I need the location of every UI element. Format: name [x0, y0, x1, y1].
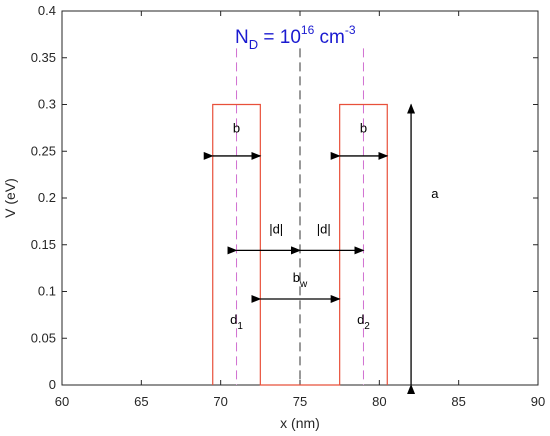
a-label: a	[431, 186, 439, 201]
x-tick-label: 85	[451, 394, 465, 409]
d-right-label: |d|	[317, 222, 331, 237]
d2-label-subscript: 2	[364, 321, 370, 332]
x-tick-label: 65	[134, 394, 148, 409]
d1-label: d1	[230, 312, 243, 332]
title-exponent: 16	[301, 23, 315, 37]
x-tick-label: 70	[213, 394, 227, 409]
a-label-text: a	[431, 186, 439, 201]
title-unit-exponent: -3	[345, 23, 356, 37]
title-base-sub: D	[249, 37, 258, 52]
chart-title: ND = 1016 cm-3	[235, 23, 356, 52]
y-tick-label: 0.2	[38, 190, 56, 205]
b-left-label: b	[233, 121, 240, 136]
y-tick-label: 0.05	[31, 330, 56, 345]
title-base: N	[235, 27, 249, 48]
b-right-label-text: b	[360, 121, 367, 136]
title-middle: = 10	[258, 27, 301, 48]
x-tick-label: 90	[531, 394, 545, 409]
y-tick-label: 0	[49, 377, 56, 392]
bw-label-subscript: w	[299, 279, 308, 290]
d1-label-text: d	[230, 312, 237, 327]
x-tick-label: 75	[293, 394, 307, 409]
d2-label: d2	[357, 312, 370, 332]
x-axis-label: x (nm)	[280, 415, 320, 431]
y-axis-label: V (eV)	[2, 178, 18, 218]
x-tick-label: 80	[372, 394, 386, 409]
d2-label-text: d	[357, 312, 364, 327]
bw-label-text: b	[293, 270, 300, 285]
d-left-label: |d|	[269, 222, 283, 237]
x-tick-label: 60	[55, 394, 69, 409]
d-left-label-text: |d|	[269, 222, 283, 237]
d-right-label-text: |d|	[317, 222, 331, 237]
y-tick-label: 0.35	[31, 50, 56, 65]
x-ticks: 60 65 70 75 80 85 90	[55, 11, 545, 409]
b-right-label: b	[360, 121, 367, 136]
y-tick-label: 0.3	[38, 97, 56, 112]
bw-label: bw	[293, 270, 308, 290]
series-line-1	[212, 103, 388, 386]
b-left-label-text: b	[233, 121, 240, 136]
y-tick-label: 0.15	[31, 237, 56, 252]
title-unit: cm	[314, 27, 345, 48]
series-layer	[212, 103, 388, 386]
y-tick-label: 0.1	[38, 284, 56, 299]
y-tick-label: 0.4	[38, 3, 56, 18]
y-tick-label: 0.25	[31, 143, 56, 158]
y-ticks: 0 0.05 0.1 0.15 0.2 0.25 0.3 0.35 0.4	[31, 3, 538, 392]
d1-label-subscript: 1	[237, 321, 243, 332]
